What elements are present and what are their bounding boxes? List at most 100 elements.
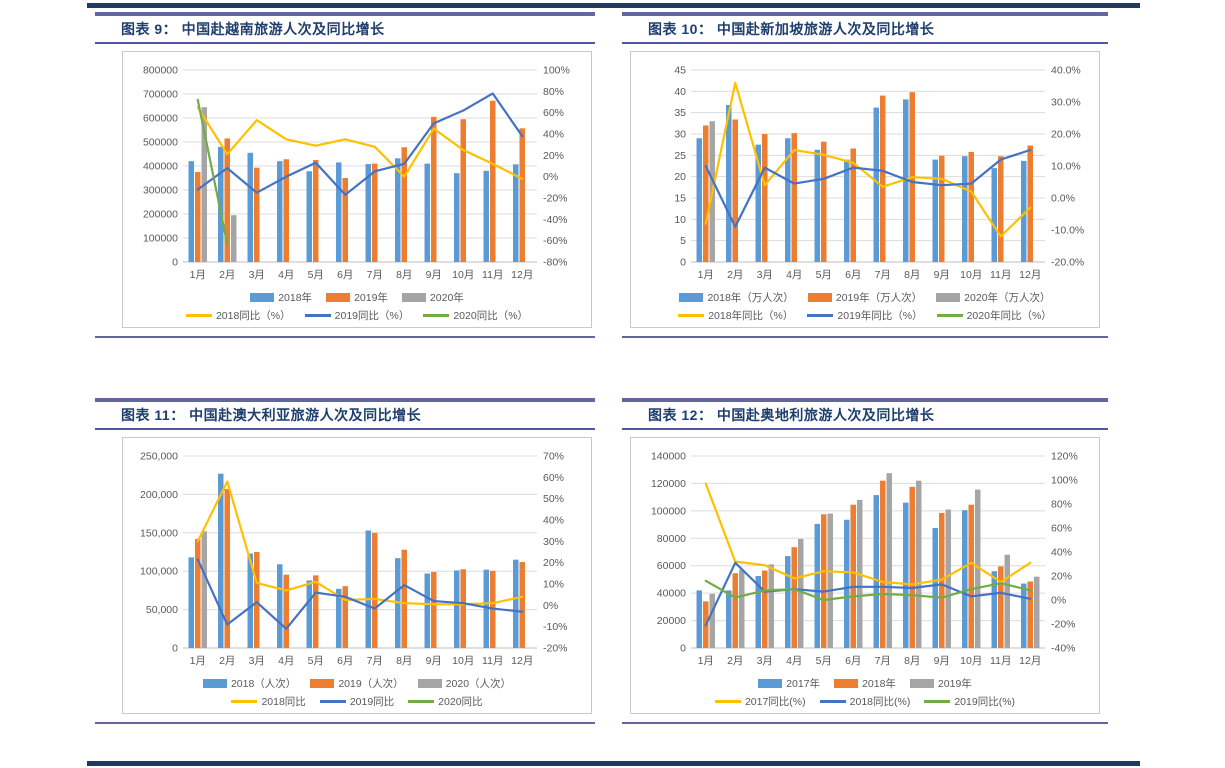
- svg-text:-10.0%: -10.0%: [1051, 225, 1084, 237]
- svg-text:10月: 10月: [452, 655, 474, 667]
- legend-label: 2017年: [786, 678, 821, 690]
- chart-frame: 0 100000 200000 300000 400000 500000 600000 700…: [122, 51, 592, 328]
- legend-item: 2018同比（%）: [185, 308, 291, 323]
- svg-text:6月: 6月: [337, 655, 353, 667]
- legend-bar-swatch: [834, 679, 859, 688]
- svg-text:0%: 0%: [543, 600, 558, 612]
- legend-bar-row: 2017年 2018年 2019年: [758, 676, 972, 691]
- figure-header-bar: [95, 398, 595, 402]
- chart-legend: 2018年（万人次） 2019年（万人次） 2020年（万人次） 2018年同比（%…: [631, 290, 1099, 323]
- svg-text:1月: 1月: [698, 269, 714, 281]
- legend-bar-row: 2018（人次） 2019（人次） 2020（人次）: [202, 676, 511, 691]
- svg-text:30%: 30%: [543, 536, 564, 548]
- legend-bar-row: 2018年 2019年 2020年: [250, 290, 464, 305]
- svg-text:-80%: -80%: [543, 257, 568, 269]
- legend-label: 2019同比: [349, 696, 395, 708]
- svg-text:40%: 40%: [1051, 547, 1072, 559]
- legend-label: 2018同比（%）: [215, 310, 291, 322]
- legend-line-row: 2018年同比（%） 2019年同比（%） 2020年同比（%）: [678, 308, 1052, 323]
- svg-text:12月: 12月: [511, 269, 533, 281]
- legend-label: 2018（人次）: [230, 678, 297, 690]
- svg-text:3月: 3月: [249, 655, 265, 667]
- legend-bar-swatch: [417, 679, 442, 688]
- svg-text:30: 30: [674, 129, 686, 141]
- svg-text:60%: 60%: [1051, 523, 1072, 535]
- figure-title: 图表 11： 中国赴澳大利亚旅游人次及同比增长: [95, 402, 595, 430]
- svg-text:40: 40: [674, 86, 686, 98]
- svg-text:6月: 6月: [845, 655, 861, 667]
- legend-label: 2018同比: [261, 696, 306, 708]
- chart-legend: 2018（人次） 2019（人次） 2020（人次） 2018同比 2019同比 202…: [123, 676, 591, 709]
- svg-text:-20%: -20%: [543, 643, 568, 655]
- legend-line-row: 2018同比（%） 2019同比（%） 2020同比（%）: [185, 308, 528, 323]
- chart-legend: 2017年 2018年 2019年 2017同比(%) 2018同比(%) 2019同比…: [631, 676, 1099, 709]
- svg-text:2月: 2月: [727, 655, 743, 667]
- svg-text:10%: 10%: [543, 579, 564, 591]
- svg-text:35: 35: [674, 107, 686, 119]
- svg-text:5月: 5月: [816, 269, 832, 281]
- svg-text:100%: 100%: [1051, 475, 1078, 487]
- svg-text:10月: 10月: [452, 269, 474, 281]
- svg-text:8月: 8月: [904, 269, 920, 281]
- svg-text:-10%: -10%: [543, 621, 568, 633]
- figure-bottom-rule: [622, 336, 1108, 338]
- svg-text:20: 20: [674, 171, 686, 183]
- svg-text:60000: 60000: [657, 560, 686, 572]
- legend-label: 2019年同比（%）: [837, 310, 923, 322]
- figure-bottom-rule: [622, 722, 1108, 724]
- svg-text:10月: 10月: [960, 269, 982, 281]
- svg-text:30.0%: 30.0%: [1051, 97, 1081, 109]
- svg-text:7月: 7月: [875, 655, 891, 667]
- svg-text:50,000: 50,000: [146, 604, 178, 616]
- svg-text:12月: 12月: [511, 655, 533, 667]
- legend-bar-swatch: [936, 293, 961, 302]
- svg-text:0: 0: [172, 257, 178, 269]
- figure-block-12: 图表 12： 中国赴奥地利旅游人次及同比增长 0 20000 40000 60000 8…: [622, 398, 1108, 724]
- svg-text:40%: 40%: [543, 515, 564, 527]
- svg-text:70%: 70%: [543, 451, 564, 463]
- singapore-chart-canvas: 0 5 10 15 20 25 30 35 40 45 -20.0% -10.0% 0.0% 10.0% 2…: [674, 65, 1084, 282]
- chart-frame: 0 5 10 15 20 25 30 35 40 45 -20.0% -10.0% 0.0% 10.0% 2…: [630, 51, 1100, 328]
- legend-label: 2020年: [429, 292, 464, 304]
- svg-text:25: 25: [674, 150, 686, 162]
- legend-bar-swatch: [758, 679, 783, 688]
- legend-bar-swatch: [310, 679, 335, 688]
- svg-text:15: 15: [674, 193, 686, 205]
- svg-text:100000: 100000: [651, 505, 686, 517]
- svg-text:45: 45: [674, 65, 686, 77]
- legend-line-swatch: [231, 700, 258, 703]
- legend-bar-row: 2018年（万人次） 2019年（万人次） 2020年（万人次）: [679, 290, 1051, 305]
- legend-label: 2020年同比（%）: [966, 310, 1052, 322]
- svg-text:6月: 6月: [845, 269, 861, 281]
- svg-text:-20.0%: -20.0%: [1051, 257, 1084, 269]
- svg-text:11月: 11月: [482, 269, 503, 281]
- legend-line-swatch: [304, 314, 331, 317]
- legend-item: 2017同比(%): [714, 694, 806, 709]
- legend-item: 2019年: [326, 290, 388, 305]
- page-top-rule: [87, 3, 1140, 8]
- svg-text:4月: 4月: [278, 269, 294, 281]
- svg-text:0%: 0%: [1051, 595, 1066, 607]
- legend-item: 2018年: [834, 676, 896, 691]
- legend-item: 2020同比（%）: [423, 308, 528, 323]
- svg-text:120%: 120%: [1051, 451, 1078, 463]
- legend-item: 2019（人次）: [310, 676, 404, 691]
- svg-text:0.0%: 0.0%: [1051, 193, 1075, 205]
- svg-text:9月: 9月: [426, 655, 442, 667]
- chart-legend: 2018年 2019年 2020年 2018同比（%） 2019同比（%） 2020同比…: [123, 290, 591, 323]
- svg-text:20%: 20%: [543, 150, 564, 162]
- legend-item: 2020同比: [408, 694, 483, 709]
- svg-text:4月: 4月: [786, 655, 802, 667]
- legend-bar-swatch: [401, 293, 426, 302]
- svg-text:250,000: 250,000: [140, 451, 178, 463]
- svg-text:9月: 9月: [934, 269, 950, 281]
- legend-bar-swatch: [250, 293, 275, 302]
- svg-text:3月: 3月: [757, 269, 773, 281]
- legend-line-swatch: [423, 314, 450, 317]
- page-bottom-rule: [87, 761, 1140, 766]
- legend-label: 2018年（万人次）: [707, 292, 794, 304]
- legend-label: 2020年（万人次）: [964, 292, 1051, 304]
- svg-text:-20%: -20%: [543, 193, 568, 205]
- svg-text:0: 0: [172, 643, 178, 655]
- svg-text:2月: 2月: [727, 269, 743, 281]
